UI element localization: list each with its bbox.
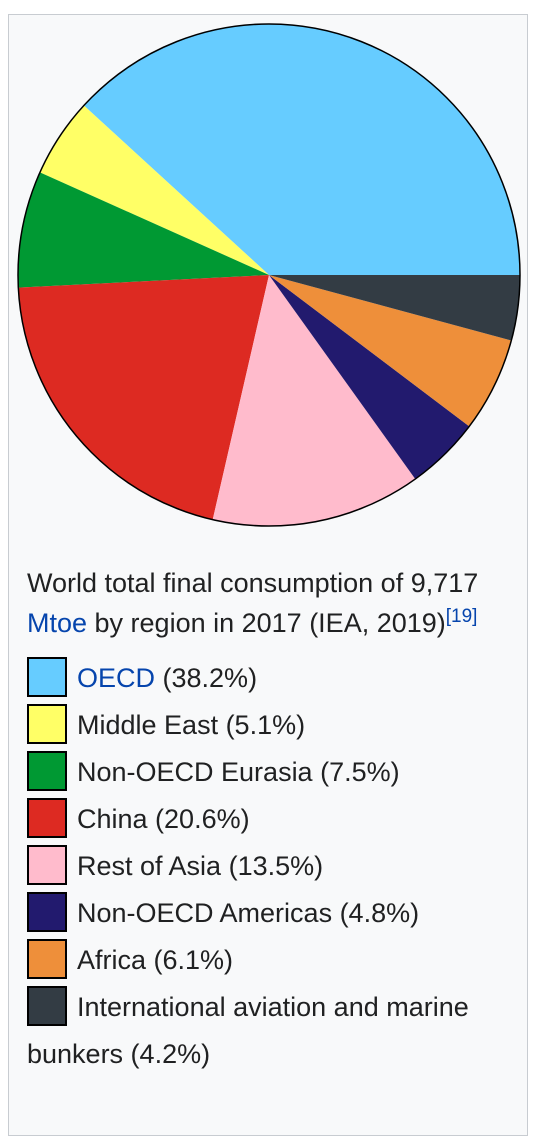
legend-swatch: [27, 750, 67, 791]
pie-chart: [17, 23, 521, 527]
legend-label: Middle East (5.1%): [77, 710, 306, 740]
legend-item: Middle East (5.1%): [27, 702, 517, 749]
legend-item: Non-OECD Americas (4.8%): [27, 890, 517, 937]
legend-item: International aviation and marine bunker…: [27, 984, 517, 1078]
figure-caption: World total final consumption of 9,717 M…: [27, 563, 517, 1078]
legend: OECD (38.2%) Middle East (5.1%) Non-OECD E…: [27, 655, 517, 1078]
caption-text-1: World total final consumption of 9,717: [27, 568, 479, 598]
legend-swatch: [27, 938, 67, 979]
pie-slice-china: [18, 275, 269, 520]
legend-swatch: [27, 656, 67, 697]
pie-slice-non-oecd-eurasia: [18, 172, 269, 288]
legend-item: China (20.6%): [27, 796, 517, 843]
pie-slice-oecd: [83, 23, 520, 275]
legend-swatch: [27, 703, 67, 744]
legend-label: Non-OECD Americas (4.8%): [77, 898, 420, 928]
legend-label: International aviation and marine bunker…: [27, 992, 469, 1069]
legend-label[interactable]: OECD: [77, 663, 156, 693]
legend-item: Rest of Asia (13.5%): [27, 843, 517, 890]
legend-swatch: [27, 797, 67, 838]
legend-swatch: [27, 985, 67, 1026]
pie-slice-africa: [269, 275, 512, 427]
legend-item: OECD (38.2%): [27, 655, 517, 702]
pie-slice-international-aviation-and-marine-bunkers: [269, 275, 520, 341]
caption-text-2: by region in 2017 (IEA, 2019): [87, 608, 446, 638]
pie-slice-rest-of-asia: [212, 275, 416, 527]
legend-swatch: [27, 891, 67, 932]
legend-label: Rest of Asia (13.5%): [77, 851, 324, 881]
figure-box: World total final consumption of 9,717 M…: [8, 14, 528, 1136]
legend-label: China (20.6%): [77, 804, 250, 834]
pie-slice-middle-east: [39, 105, 269, 276]
pie-outline: [17, 23, 521, 527]
mtoe-link[interactable]: Mtoe: [27, 608, 88, 638]
reference-link[interactable]: [19]: [445, 606, 478, 627]
legend-item: Africa (6.1%): [27, 937, 517, 984]
legend-item: Non-OECD Eurasia (7.5%): [27, 749, 517, 796]
legend-swatch: [27, 844, 67, 885]
legend-label: Non-OECD Eurasia (7.5%): [77, 757, 400, 787]
legend-value: (38.2%): [155, 663, 258, 693]
legend-label: Africa (6.1%): [77, 945, 234, 975]
pie-slice-non-oecd-americas: [269, 275, 470, 479]
